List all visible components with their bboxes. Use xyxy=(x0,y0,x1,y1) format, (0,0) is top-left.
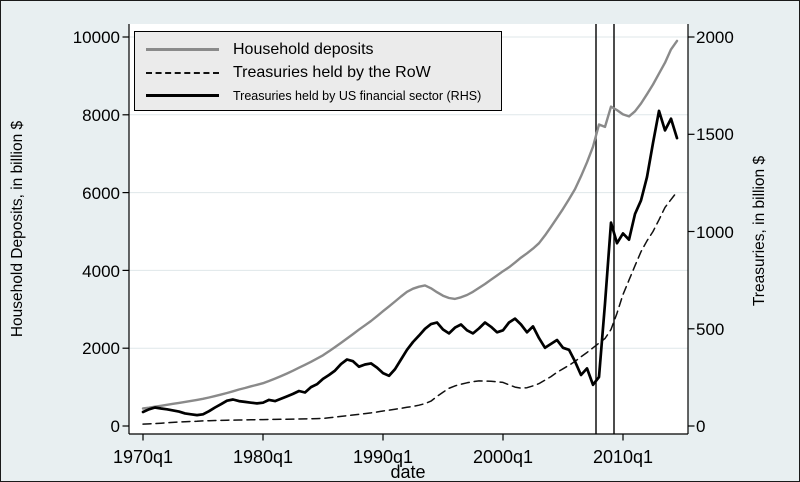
gridlines xyxy=(129,36,688,349)
x-tick-2000q1: 2000q1 xyxy=(473,447,533,467)
axis-spines xyxy=(128,24,689,435)
legend-line-sample-black-solid xyxy=(146,94,219,97)
x-axis-tick-labels: 1970q1 1980q1 1990q1 2000q1 2010q1 xyxy=(113,447,653,467)
legend-line-sample-gray-solid xyxy=(146,48,219,51)
legend-item-treasuries-row: Treasuries held by the RoW xyxy=(146,61,495,84)
tick-marks xyxy=(122,36,695,441)
left-tick-6000: 6000 xyxy=(82,184,120,203)
series-line-3 xyxy=(141,109,679,417)
right-axis-tick-labels: 0 500 1000 1500 2000 xyxy=(696,28,734,436)
left-tick-2000: 2000 xyxy=(82,339,120,358)
left-axis-title: Household Deposits, in billion $ xyxy=(9,120,26,337)
right-tick-500: 500 xyxy=(696,320,724,339)
left-tick-8000: 8000 xyxy=(82,106,120,125)
x-tick-2010q1: 2010q1 xyxy=(593,447,653,467)
left-tick-10000: 10000 xyxy=(73,28,120,47)
legend-item-household-deposits: Household deposits xyxy=(146,38,495,61)
series-line-1 xyxy=(141,39,679,410)
series-line-2 xyxy=(142,191,678,425)
legend-label: Treasuries held by the RoW xyxy=(233,63,431,81)
right-tick-2000: 2000 xyxy=(696,28,734,47)
legend-label: Treasuries held by US financial sector (… xyxy=(233,88,482,103)
left-tick-0: 0 xyxy=(111,417,120,436)
right-tick-1500: 1500 xyxy=(696,125,734,144)
x-tick-1980q1: 1980q1 xyxy=(233,447,293,467)
x-tick-1990q1: 1990q1 xyxy=(353,447,413,467)
x-axis-title: date xyxy=(390,462,425,482)
data-series xyxy=(141,39,679,425)
left-axis-tick-labels: 0 2000 4000 6000 8000 10000 xyxy=(73,28,120,436)
x-tick-1970q1: 1970q1 xyxy=(113,447,173,467)
legend: Household deposits Treasuries held by th… xyxy=(134,31,502,111)
left-tick-4000: 4000 xyxy=(82,262,120,281)
legend-item-treasuries-us-financial: Treasuries held by US financial sector (… xyxy=(146,84,495,107)
right-tick-1000: 1000 xyxy=(696,223,734,242)
right-tick-0: 0 xyxy=(696,417,705,436)
right-axis-title: Treasuries, in billion $ xyxy=(751,156,768,307)
legend-label: Household deposits xyxy=(233,40,374,58)
legend-line-sample-dashed xyxy=(146,71,219,74)
